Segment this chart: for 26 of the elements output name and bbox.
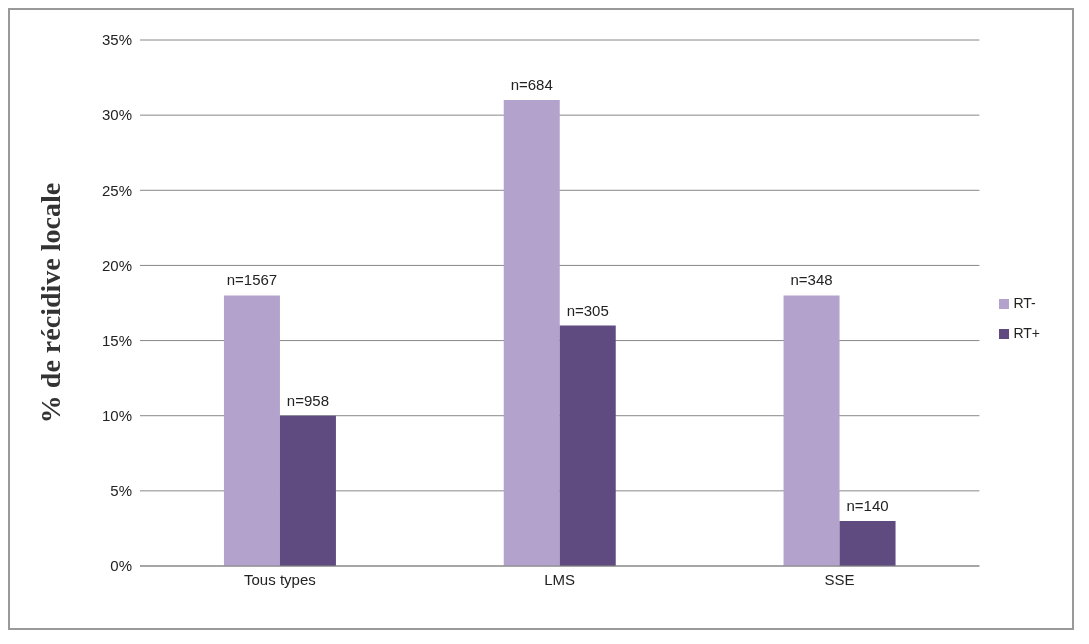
y-tick-label: 0%	[110, 557, 132, 575]
annotation: n=684	[510, 76, 553, 94]
bar	[223, 295, 280, 566]
y-tick-label: 20%	[101, 256, 132, 274]
bar	[559, 325, 616, 566]
bar	[783, 295, 840, 566]
annotation: n=958	[286, 391, 330, 409]
x-tick-label: Tous types	[244, 570, 316, 588]
y-tick-label: 15%	[101, 331, 132, 349]
y-tick-label: 5%	[110, 482, 132, 500]
legend-label: RT-	[1013, 295, 1036, 311]
y-tick-label: 25%	[101, 181, 132, 199]
x-tick-label: LMS	[544, 570, 576, 588]
annotation: n=140	[846, 496, 889, 514]
y-tick-label: 35%	[101, 31, 132, 49]
y-tick-label: 10%	[101, 407, 132, 425]
legend-label: RT+	[1013, 325, 1040, 341]
annotation: n=348	[790, 271, 833, 289]
bar	[279, 415, 336, 566]
annotation: n=305	[566, 301, 609, 319]
x-tick-label: SSE	[824, 570, 855, 588]
y-axis-title: % de récidive locale	[34, 182, 66, 424]
bar	[503, 100, 560, 566]
annotation: n=1567	[226, 271, 278, 289]
y-tick-label: 30%	[101, 106, 132, 124]
bar	[839, 520, 896, 566]
